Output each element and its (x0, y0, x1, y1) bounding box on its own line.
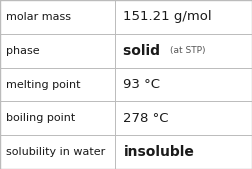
Text: solubility in water: solubility in water (6, 147, 106, 157)
Text: molar mass: molar mass (6, 12, 71, 22)
Text: boiling point: boiling point (6, 113, 76, 123)
Text: phase: phase (6, 46, 40, 56)
Text: insoluble: insoluble (123, 145, 194, 159)
Text: (at STP): (at STP) (170, 46, 206, 55)
Text: melting point: melting point (6, 79, 81, 90)
Text: 151.21 g/mol: 151.21 g/mol (123, 10, 212, 23)
Text: solid: solid (123, 44, 170, 58)
Text: 93 °C: 93 °C (123, 78, 161, 91)
Text: 278 °C: 278 °C (123, 112, 169, 125)
